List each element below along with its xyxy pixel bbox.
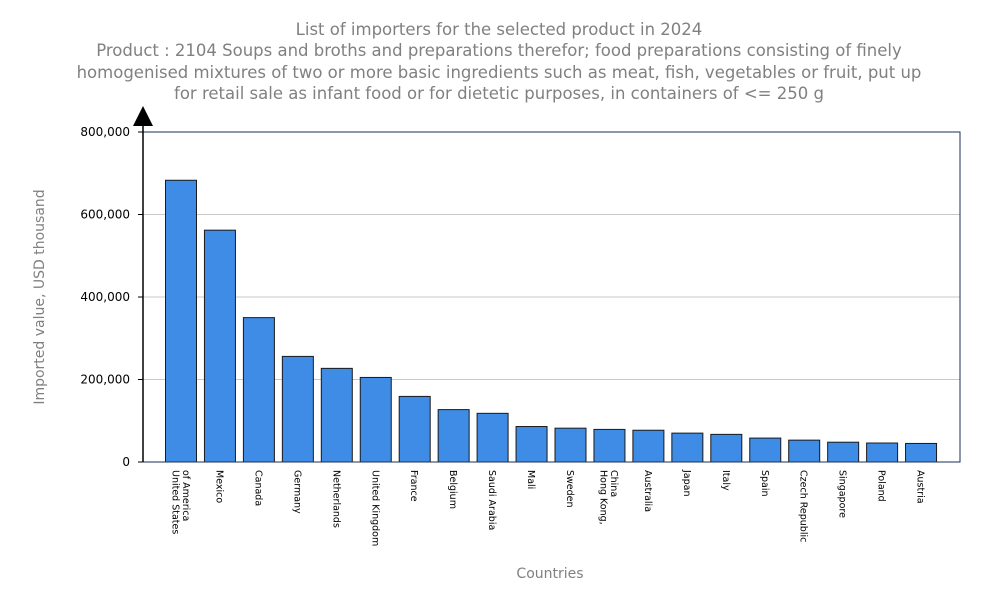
y-tick-label: 800,000: [80, 125, 130, 139]
x-tick-label: Sweden: [564, 470, 575, 508]
x-tick-label: Italy: [720, 470, 731, 491]
bars: [165, 179, 938, 463]
x-tick-label: Singapore: [837, 470, 848, 518]
chart-title: List of importers for the selected produ…: [296, 20, 703, 39]
chart-subtitle-line-1: Product : 2104 Soups and broths and prep…: [96, 41, 902, 60]
x-tick-label: China: [608, 470, 619, 497]
bar: [788, 439, 821, 463]
bar: [905, 442, 938, 463]
x-tick-label: of America: [180, 470, 191, 521]
x-tick-label: Canada: [252, 470, 263, 506]
bar: [749, 437, 782, 463]
bar: [632, 429, 665, 463]
bar: [515, 426, 548, 463]
x-tick-label: Austria: [915, 470, 926, 504]
x-tick-label: Czech Republic: [798, 470, 809, 542]
bar: [593, 428, 626, 463]
bar: [165, 179, 197, 463]
x-tick-label: United Kingdom: [369, 470, 380, 546]
y-tick-label: 400,000: [80, 290, 130, 304]
bar: [281, 355, 314, 463]
bar: [242, 317, 275, 463]
x-tick-label: Spain: [759, 470, 770, 497]
x-tick-label: United States: [169, 470, 180, 534]
x-tick-label: Netherlands: [330, 470, 341, 528]
grid-lines: [143, 214, 960, 380]
y-tick-labels: 0 200,000 400,000 600,000 800,000: [80, 125, 143, 469]
x-tick-label: Poland: [876, 470, 887, 502]
x-tick-labels: United States of America Mexico Canada Germa…: [169, 469, 925, 546]
x-tick-label: Japan: [681, 469, 692, 497]
bar: [476, 412, 509, 463]
x-tick-label: Mali: [525, 470, 536, 489]
y-tick-label: 0: [122, 455, 130, 469]
x-axis-title: Countries: [516, 566, 583, 582]
y-tick-label: 600,000: [80, 208, 130, 222]
x-tick-label: Hong Kong,: [598, 470, 609, 525]
x-tick-label: France: [408, 470, 419, 502]
bar: [710, 433, 743, 463]
x-tick-label: Australia: [642, 470, 653, 512]
bar: [359, 376, 392, 463]
bar: [554, 427, 587, 463]
bar: [671, 432, 704, 463]
chart-subtitle-line-2: homogenised mixtures of two or more basi…: [77, 63, 922, 82]
y-axis-title: Imported value, USD thousand: [32, 189, 48, 404]
bar: [320, 367, 353, 463]
x-tick-label: Germany: [291, 470, 302, 514]
bar: [437, 409, 470, 463]
x-tick-label: Saudi Arabia: [486, 470, 497, 530]
x-tick-label: Mexico: [213, 470, 224, 503]
chart-subtitle-line-3: for retail sale as infant food or for di…: [174, 84, 824, 103]
bar: [866, 442, 899, 463]
bar: [203, 229, 236, 463]
y-tick-label: 200,000: [80, 373, 130, 387]
x-tick-label: Belgium: [447, 470, 458, 509]
bar: [827, 441, 860, 463]
bar: [398, 395, 431, 463]
y-axis-arrow-icon: [133, 106, 153, 126]
